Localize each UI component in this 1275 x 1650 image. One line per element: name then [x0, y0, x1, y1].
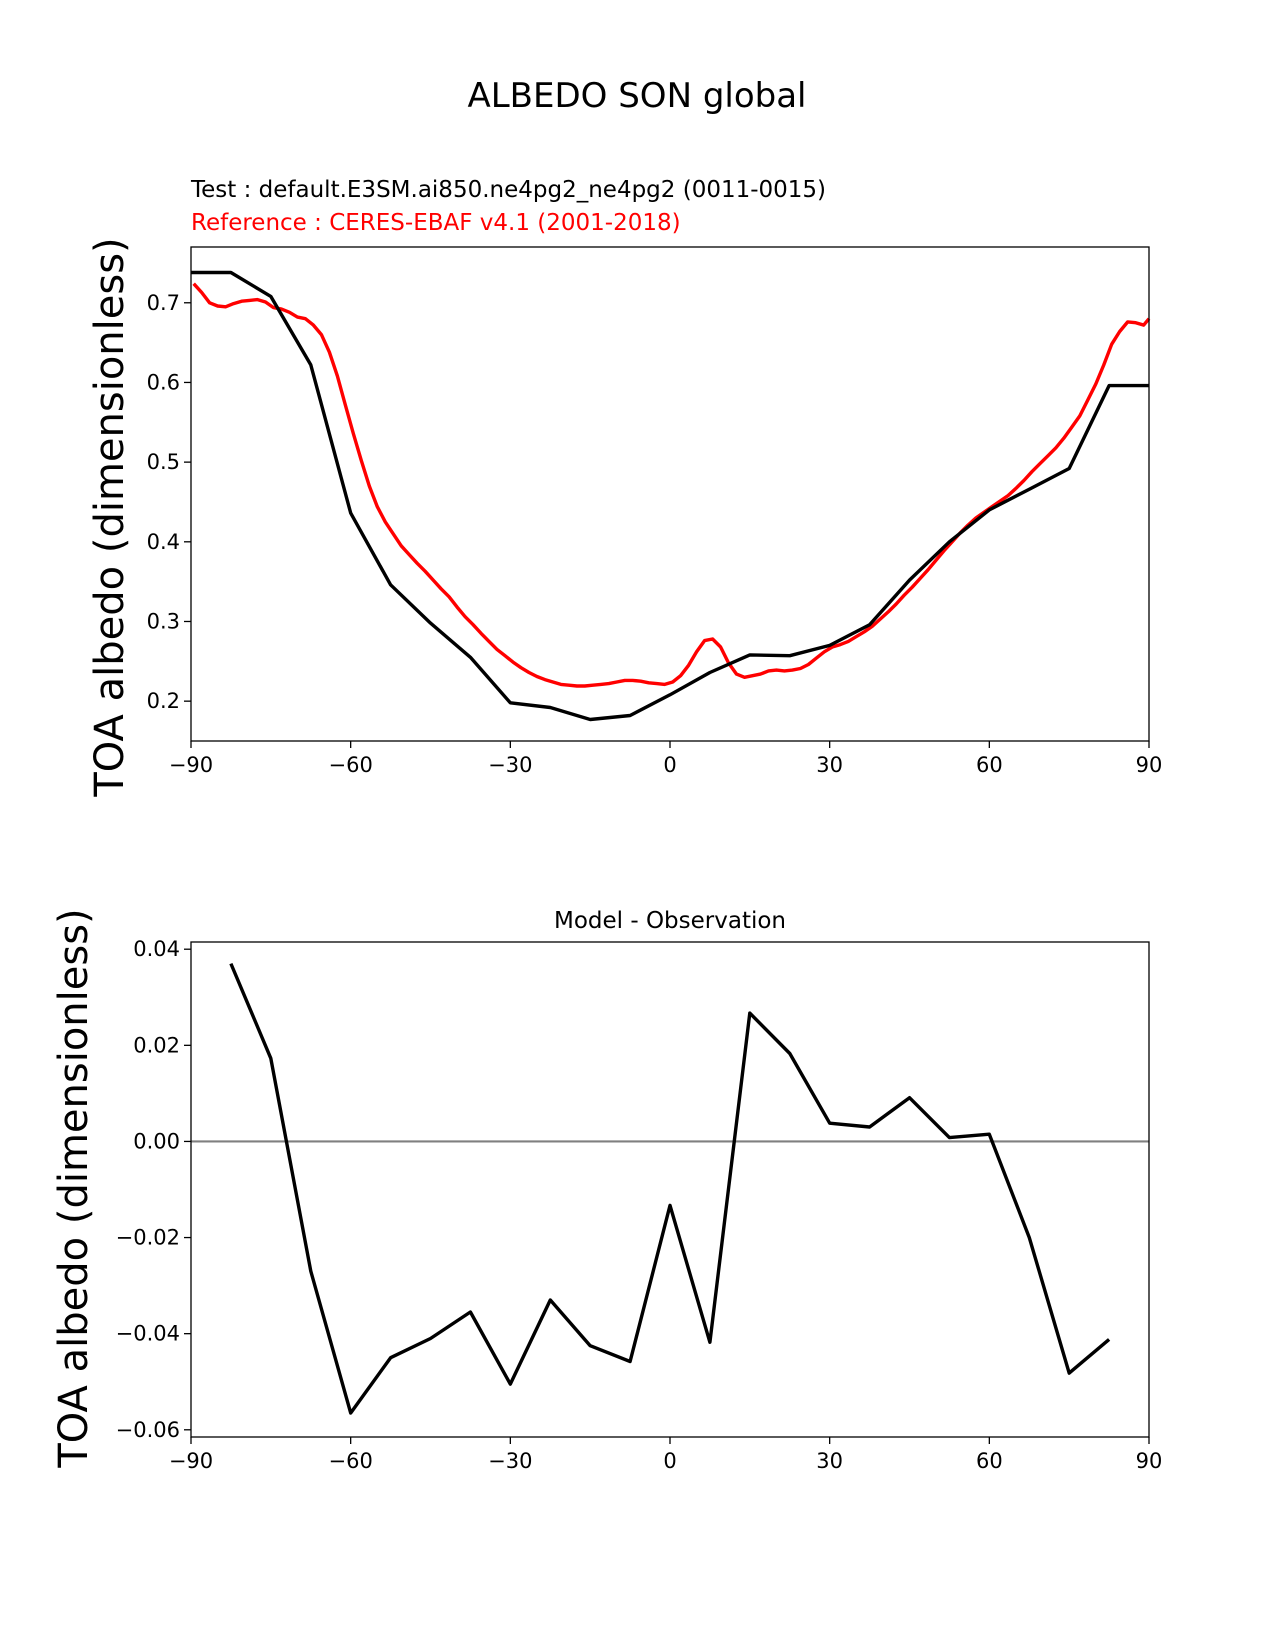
- bottom-plot-area: −90 −60 −30 0 30 60 90 −0.06 −0.04 −0.02 0.00 0.02 0…: [116, 937, 1163, 1473]
- y-tick-label: 0.04: [133, 937, 180, 961]
- x-tick-label: 30: [816, 1449, 843, 1473]
- reference-label: Reference : CERES-EBAF v4.1 (2001-2018): [191, 210, 681, 236]
- x-tick-label: −30: [488, 1449, 532, 1473]
- difference-panel: Model - Observation TOA albedo (dimensio…: [51, 908, 1162, 1473]
- top-plot-area: −90 −60 −30 0 30 60 90 0.2 0.3 0.4 0.5 0.6 0.7: [147, 270, 1163, 777]
- top-axes-frame: [190, 246, 1150, 742]
- test-series-line: [191, 270, 1149, 722]
- y-tick-label: 0.5: [147, 450, 180, 474]
- y-tick-label: 0.02: [133, 1033, 180, 1057]
- bottom-chart-title: Model - Observation: [554, 908, 786, 934]
- y-tick-label: −0.06: [116, 1418, 180, 1442]
- y-tick-label: −0.04: [116, 1322, 180, 1346]
- albedo-panel: Test : default.E3SM.ai850.ne4pg2_ne4pg2 …: [87, 177, 1162, 798]
- difference-series-line: [229, 962, 1111, 1415]
- x-tick-label: 0: [663, 1449, 676, 1473]
- x-tick-label: 90: [1136, 1449, 1163, 1473]
- bottom-axes-frame: [190, 941, 1150, 1438]
- test-label: Test : default.E3SM.ai850.ne4pg2_ne4pg2 …: [190, 177, 826, 203]
- y-tick-label: −0.02: [116, 1226, 180, 1250]
- reference-series-line: [192, 282, 1151, 688]
- y-tick-label: 0.6: [147, 370, 180, 394]
- x-tick-label: −90: [169, 753, 213, 777]
- y-tick-label: 0.00: [133, 1129, 180, 1153]
- y-tick-label: 0.4: [147, 530, 180, 554]
- y-tick-label: 0.3: [147, 609, 180, 633]
- bottom-y-axis-label: TOA albedo (dimensionless): [51, 908, 97, 1468]
- x-tick-label: −60: [329, 1449, 373, 1473]
- y-tick-label: 0.7: [147, 291, 180, 315]
- top-y-axis-label: TOA albedo (dimensionless): [87, 237, 133, 797]
- x-tick-label: −90: [169, 1449, 213, 1473]
- figure-title: ALBEDO SON global: [467, 76, 806, 116]
- x-tick-label: 60: [976, 753, 1003, 777]
- x-tick-label: 0: [663, 753, 676, 777]
- y-tick-label: 0.2: [147, 689, 180, 713]
- x-tick-label: 60: [976, 1449, 1003, 1473]
- x-tick-label: 30: [816, 753, 843, 777]
- x-tick-label: −30: [488, 753, 532, 777]
- x-tick-label: −60: [329, 753, 373, 777]
- x-tick-label: 90: [1136, 753, 1163, 777]
